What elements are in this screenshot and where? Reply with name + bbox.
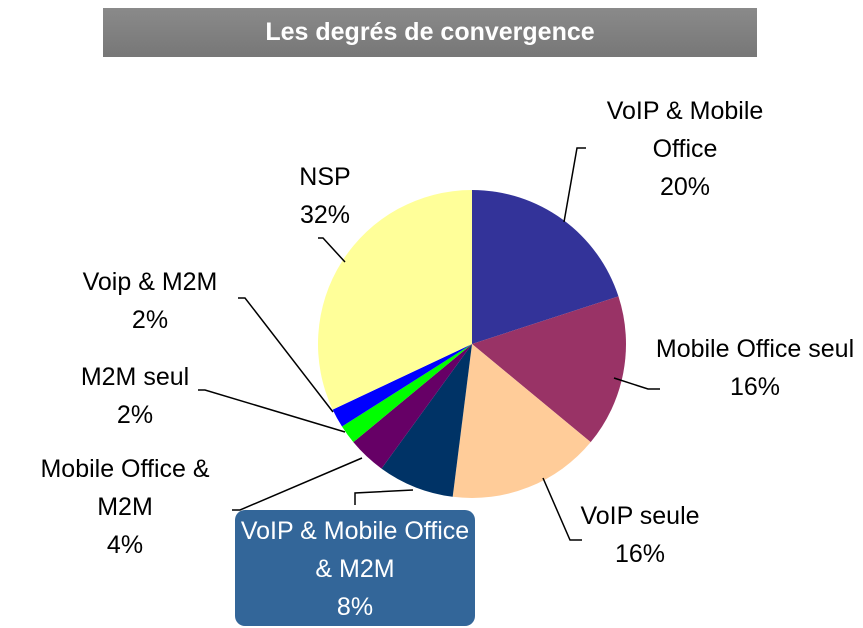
value-label: 20% [659, 173, 711, 201]
slice-label: VoIP & Mobile Office 20% [575, 92, 795, 206]
pie-slice [472, 189, 619, 344]
pie-slice [332, 344, 472, 427]
leader-line [238, 297, 334, 413]
value-label: 2% [116, 401, 154, 429]
leader-line [563, 147, 586, 223]
leader-lines [198, 147, 660, 541]
pie-slice [381, 344, 472, 497]
value-label: 4% [106, 531, 144, 559]
value-label: 2% [131, 306, 169, 334]
value-label: 16% [729, 373, 781, 401]
leader-line [354, 489, 414, 505]
leader-line [232, 457, 363, 511]
chart-title: Les degrés de convergence [103, 8, 757, 57]
leader-line [542, 477, 582, 541]
category-label: VoIP & Mobile Office [606, 97, 764, 163]
pie-slice [353, 344, 472, 469]
pie-slice [472, 296, 626, 443]
category-label: VoIP & Mobile Office & M2M [240, 517, 470, 583]
category-label: VoIP seule [580, 502, 700, 530]
leader-line [318, 237, 346, 263]
category-label: Mobile Office seul [655, 335, 855, 363]
pie-slice [318, 190, 472, 410]
slice-label: Voip & M2M 2% [55, 263, 245, 339]
category-label: NSP [299, 163, 351, 191]
category-label: Voip & M2M [82, 268, 218, 296]
category-label: M2M seul [80, 363, 190, 391]
pie-slice [341, 344, 472, 443]
pie-slice [452, 344, 591, 499]
slice-label: VoIP & Mobile Office & M2M 8% [235, 510, 475, 626]
value-label: 32% [299, 201, 351, 229]
category-label: Mobile Office & M2M [40, 455, 210, 521]
leader-line [613, 377, 660, 390]
leader-line [198, 389, 346, 433]
slice-label: Mobile Office seul 16% [655, 330, 855, 406]
value-label: 8% [336, 593, 374, 621]
slice-label: Mobile Office & M2M 4% [10, 450, 240, 564]
value-label: 16% [614, 540, 666, 568]
pie [318, 189, 626, 499]
slice-label: VoIP seule 16% [560, 497, 720, 573]
slice-label: NSP 32% [285, 158, 365, 234]
slice-label: M2M seul 2% [55, 358, 215, 434]
